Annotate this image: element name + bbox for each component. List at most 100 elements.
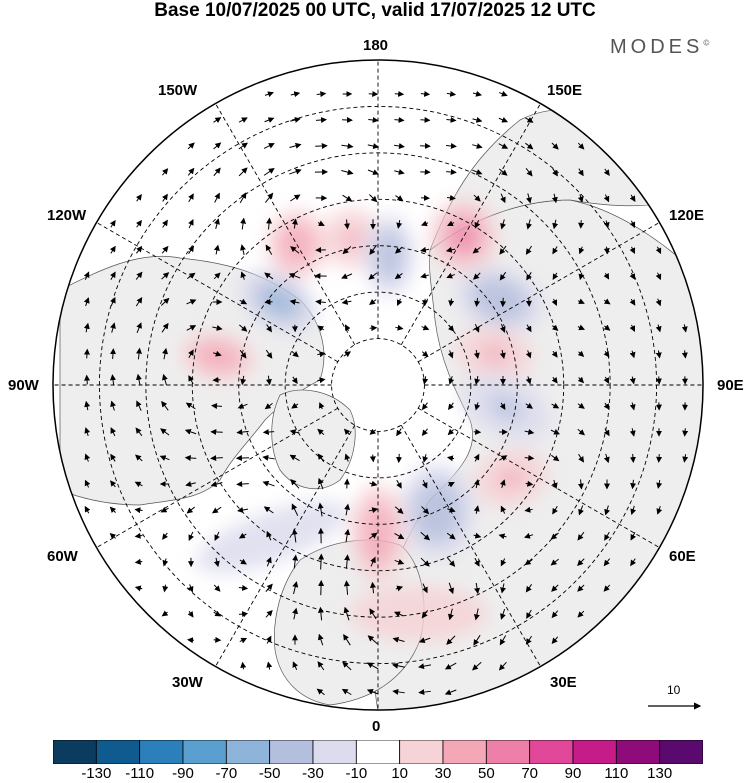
wind-vector [577,479,584,490]
wind-vector [446,532,456,540]
wind-vector [211,403,222,409]
wind-vector [420,272,429,279]
wind-vector [500,505,507,514]
wind-vector [421,194,430,201]
wind-vector [238,142,248,150]
wind-vector [369,480,378,487]
wind-vector [135,271,143,280]
wind-vector [263,506,274,514]
wind-vector [394,246,403,254]
wind-vector [525,324,532,333]
wind-vector [655,324,662,333]
latitude-circle [191,198,565,572]
wind-vector [344,324,351,332]
wind-vector [341,273,353,279]
colorbar-swatch [355,740,401,764]
wind-vector [394,532,405,540]
wind-vector [629,194,636,203]
wind-vector [603,558,611,567]
wind-vector [577,324,585,331]
wind-vector [472,169,483,175]
wind-vector [212,325,223,331]
meridian-line [400,103,541,346]
wind-vector [264,272,274,280]
wind-vector [317,661,325,671]
wind-vector [289,142,302,149]
wind-vector [135,219,142,228]
wind-vector [394,611,404,617]
wind-vector [214,218,220,229]
wind-vector [344,528,351,543]
wind-vector [499,323,506,333]
wind-vector [473,194,481,202]
wind-vector [473,634,481,646]
wind-vector [84,374,91,385]
wind-vector [369,194,378,203]
colorbar-tick-label: -50 [258,765,281,782]
wind-vector [447,350,454,359]
wind-vector [342,194,353,202]
wind-vector [110,453,117,462]
brand-name: MODES [610,36,704,58]
wind-vector [369,298,377,305]
wind-vector [161,272,170,280]
wind-vector [188,193,194,203]
wind-vector [525,167,533,177]
wind-vector [577,350,585,357]
wind-vector [474,375,481,385]
colorbar-tick-label: 130 [647,765,673,782]
wind-vector [630,558,637,567]
wind-vector [135,373,142,386]
wind-vector [655,298,662,307]
wind-vector [551,636,559,645]
wind-vector [265,349,273,359]
wind-vector [134,507,143,514]
wind-vector [448,298,455,307]
wind-vector [603,298,611,305]
wind-vector [551,324,559,332]
wind-vector [161,245,169,254]
wind-vector [629,324,635,332]
wind-vector [551,193,558,204]
wind-vector [109,219,116,228]
wind-vector [84,453,91,462]
wind-vector [238,532,247,539]
wind-vector [315,299,326,305]
wind-vector [473,608,480,621]
wind-vector [525,480,534,487]
wind-vector [448,376,455,385]
wind-vector [290,194,301,202]
wind-vector [317,351,326,358]
wind-vector [500,558,507,567]
wind-vector [343,580,350,595]
wind-vector [266,324,272,333]
wind-vector [135,454,143,462]
wind-vector [289,168,302,175]
wind-vector [369,245,377,255]
meridian-line [96,222,339,363]
wind-vector [499,349,506,360]
wind-vector [525,350,532,359]
lon-label-150w: 150W [158,82,198,99]
wind-vector [162,558,169,567]
wind-vector [446,272,455,279]
colorbar-tick-label: -10 [345,765,368,782]
wind-vector [211,506,222,514]
wind-vector [162,584,169,593]
lon-label-30w: 30W [172,674,203,691]
wind-vector [317,477,324,490]
wind-vector [213,557,220,568]
anomaly-contour [285,231,308,257]
wind-vector [603,272,610,280]
wind-vector [110,271,116,280]
wind-vector [291,218,298,229]
meridian-line [96,407,339,548]
wind-vector [289,299,300,306]
wind-vector [525,245,533,255]
anomaly-contour [204,347,232,366]
wind-vector [136,322,142,334]
wind-vector [526,609,532,619]
wind-vector [603,402,610,410]
lon-label-60w: 60W [47,548,78,565]
wind-vector [577,531,585,541]
